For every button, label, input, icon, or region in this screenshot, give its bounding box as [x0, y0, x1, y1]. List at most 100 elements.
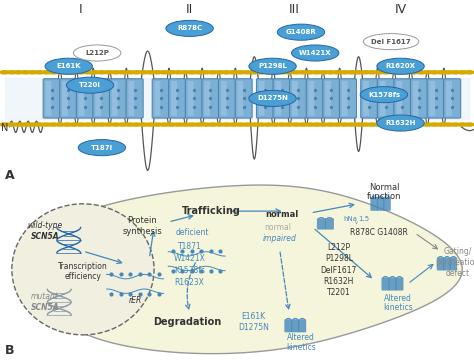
Circle shape	[200, 70, 211, 75]
Circle shape	[360, 122, 371, 127]
FancyBboxPatch shape	[152, 79, 169, 118]
Text: permeation: permeation	[435, 258, 474, 266]
Circle shape	[173, 122, 184, 127]
Text: wild-type: wild-type	[27, 221, 63, 230]
Text: DelF1617: DelF1617	[321, 266, 357, 274]
Text: rER: rER	[128, 296, 142, 305]
Circle shape	[464, 70, 474, 75]
Circle shape	[138, 122, 149, 127]
FancyBboxPatch shape	[185, 79, 202, 118]
FancyBboxPatch shape	[363, 81, 369, 116]
Ellipse shape	[249, 90, 296, 106]
Circle shape	[110, 122, 121, 127]
Text: III: III	[289, 3, 299, 16]
Circle shape	[242, 70, 253, 75]
Circle shape	[415, 122, 427, 127]
Circle shape	[283, 70, 295, 75]
Circle shape	[443, 70, 454, 75]
Circle shape	[117, 70, 128, 75]
Circle shape	[131, 122, 142, 127]
FancyBboxPatch shape	[299, 320, 306, 332]
Ellipse shape	[377, 58, 424, 74]
Circle shape	[311, 70, 322, 75]
Circle shape	[249, 70, 260, 75]
FancyBboxPatch shape	[275, 81, 281, 116]
Circle shape	[443, 122, 454, 127]
Text: impaired: impaired	[263, 234, 297, 243]
Circle shape	[200, 122, 211, 127]
FancyBboxPatch shape	[325, 81, 331, 116]
Text: K1578fs: K1578fs	[174, 266, 205, 275]
Text: normal: normal	[265, 210, 299, 219]
Circle shape	[152, 122, 163, 127]
Circle shape	[89, 122, 100, 127]
Circle shape	[394, 70, 406, 75]
Circle shape	[96, 122, 108, 127]
FancyBboxPatch shape	[339, 79, 356, 118]
FancyBboxPatch shape	[317, 218, 326, 229]
Circle shape	[214, 122, 225, 127]
Circle shape	[325, 70, 336, 75]
FancyBboxPatch shape	[371, 197, 378, 210]
Circle shape	[353, 70, 364, 75]
Circle shape	[221, 122, 232, 127]
Circle shape	[173, 70, 184, 75]
Circle shape	[124, 122, 135, 127]
Text: W1421X: W1421X	[299, 50, 331, 56]
FancyBboxPatch shape	[46, 81, 51, 116]
Text: mutant: mutant	[31, 292, 59, 301]
FancyBboxPatch shape	[235, 79, 252, 118]
FancyBboxPatch shape	[62, 81, 68, 116]
Circle shape	[158, 70, 170, 75]
FancyBboxPatch shape	[93, 79, 110, 118]
Text: R1623X: R1623X	[174, 278, 205, 286]
Circle shape	[464, 122, 474, 127]
Circle shape	[263, 122, 274, 127]
Text: R1620X: R1620X	[385, 63, 416, 69]
Circle shape	[456, 122, 468, 127]
Circle shape	[207, 122, 219, 127]
Circle shape	[360, 70, 371, 75]
Circle shape	[346, 70, 357, 75]
Text: B: B	[5, 344, 14, 357]
Text: I: I	[79, 3, 82, 16]
Ellipse shape	[166, 20, 213, 36]
Circle shape	[41, 70, 52, 75]
Circle shape	[332, 70, 343, 75]
Circle shape	[255, 70, 267, 75]
Circle shape	[68, 70, 80, 75]
Circle shape	[13, 122, 24, 127]
Circle shape	[422, 70, 433, 75]
Circle shape	[158, 122, 170, 127]
FancyBboxPatch shape	[361, 79, 378, 118]
Circle shape	[62, 122, 73, 127]
Circle shape	[96, 70, 108, 75]
Circle shape	[145, 122, 156, 127]
Text: T220I: T220I	[79, 82, 101, 88]
FancyBboxPatch shape	[76, 79, 93, 118]
Circle shape	[103, 70, 114, 75]
Text: P1298L: P1298L	[258, 63, 287, 69]
Text: K1578fs: K1578fs	[368, 92, 400, 98]
Circle shape	[297, 122, 309, 127]
Text: T2201: T2201	[327, 288, 351, 297]
FancyBboxPatch shape	[394, 79, 411, 118]
Text: SCN5A: SCN5A	[31, 303, 59, 312]
Circle shape	[207, 70, 219, 75]
Circle shape	[394, 122, 406, 127]
Circle shape	[311, 122, 322, 127]
PathPatch shape	[45, 185, 462, 354]
FancyBboxPatch shape	[169, 79, 186, 118]
FancyBboxPatch shape	[284, 320, 292, 332]
Circle shape	[235, 122, 246, 127]
Circle shape	[228, 70, 239, 75]
FancyBboxPatch shape	[444, 258, 450, 270]
Circle shape	[380, 70, 392, 75]
Circle shape	[366, 122, 378, 127]
Circle shape	[34, 70, 45, 75]
Circle shape	[138, 70, 149, 75]
FancyBboxPatch shape	[256, 79, 273, 118]
Text: R878C G1408R: R878C G1408R	[350, 229, 408, 237]
Text: R1632H: R1632H	[324, 277, 354, 286]
Circle shape	[242, 122, 253, 127]
